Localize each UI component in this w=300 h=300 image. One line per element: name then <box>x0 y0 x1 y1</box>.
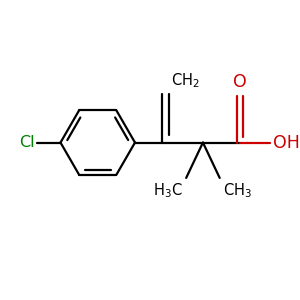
Text: CH$_2$: CH$_2$ <box>171 72 200 90</box>
Text: Cl: Cl <box>19 135 34 150</box>
Text: CH$_3$: CH$_3$ <box>224 182 252 200</box>
Text: H$_3$C: H$_3$C <box>153 182 182 200</box>
Text: O: O <box>233 74 247 92</box>
Text: OH: OH <box>273 134 300 152</box>
